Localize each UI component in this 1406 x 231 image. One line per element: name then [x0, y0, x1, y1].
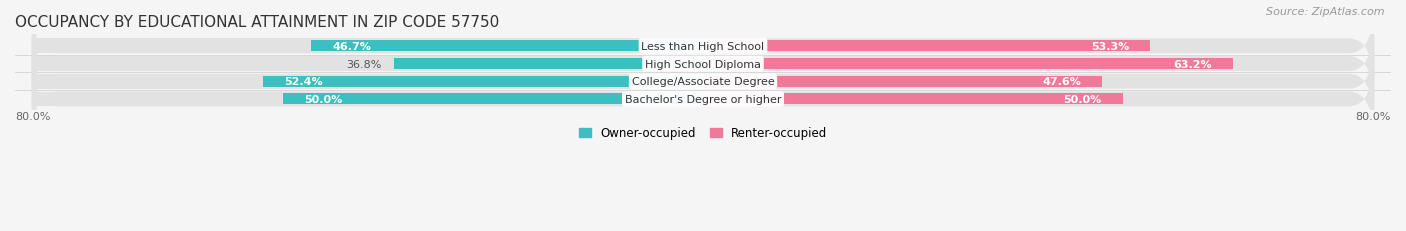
Text: OCCUPANCY BY EDUCATIONAL ATTAINMENT IN ZIP CODE 57750: OCCUPANCY BY EDUCATIONAL ATTAINMENT IN Z… — [15, 15, 499, 30]
Bar — [32, 39, 703, 54]
Text: 50.0%: 50.0% — [1063, 94, 1101, 104]
Legend: Owner-occupied, Renter-occupied: Owner-occupied, Renter-occupied — [574, 122, 832, 145]
Bar — [32, 57, 703, 72]
Bar — [703, 59, 1233, 70]
Bar — [263, 76, 703, 87]
Bar — [394, 59, 703, 70]
FancyBboxPatch shape — [32, 36, 1374, 127]
Bar — [32, 92, 703, 107]
Text: High School Diploma: High School Diploma — [645, 59, 761, 69]
Bar — [284, 94, 703, 105]
Text: 53.3%: 53.3% — [1091, 42, 1129, 52]
Text: Bachelor's Degree or higher: Bachelor's Degree or higher — [624, 94, 782, 104]
Text: 46.7%: 46.7% — [332, 42, 371, 52]
Text: 36.8%: 36.8% — [346, 59, 381, 69]
Text: College/Associate Degree: College/Associate Degree — [631, 77, 775, 87]
Bar — [703, 41, 1150, 52]
Text: 80.0%: 80.0% — [15, 112, 51, 122]
Bar — [703, 94, 1122, 105]
Text: 63.2%: 63.2% — [1174, 59, 1212, 69]
Text: 80.0%: 80.0% — [1355, 112, 1391, 122]
Text: Less than High School: Less than High School — [641, 42, 765, 52]
Bar — [703, 76, 1102, 87]
Text: Source: ZipAtlas.com: Source: ZipAtlas.com — [1267, 7, 1385, 17]
Bar — [32, 74, 703, 89]
Text: 52.4%: 52.4% — [284, 77, 323, 87]
Text: 47.6%: 47.6% — [1042, 77, 1081, 87]
FancyBboxPatch shape — [32, 1, 1374, 92]
FancyBboxPatch shape — [32, 19, 1374, 110]
FancyBboxPatch shape — [32, 54, 1374, 145]
Text: 50.0%: 50.0% — [305, 94, 343, 104]
Bar — [311, 41, 703, 52]
